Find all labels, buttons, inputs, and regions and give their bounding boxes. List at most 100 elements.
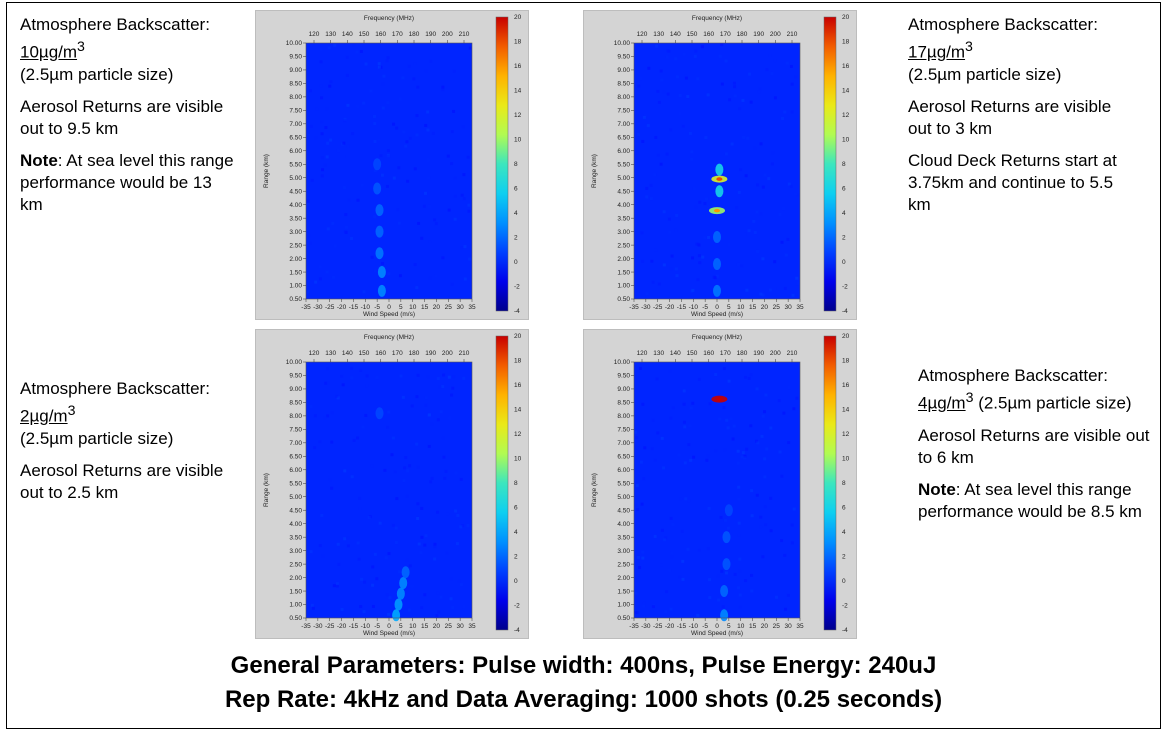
noise-cell — [375, 577, 379, 581]
noise-cell — [698, 261, 702, 265]
hotspot — [373, 182, 382, 195]
noise-cell — [357, 557, 361, 561]
noise-cell — [371, 604, 375, 608]
noise-cell — [413, 62, 417, 66]
noise-cell — [373, 269, 377, 273]
noise-cell — [784, 253, 788, 257]
noise-cell — [733, 94, 737, 98]
noise-cell — [758, 87, 762, 91]
noise-cell — [691, 256, 695, 260]
noise-cell — [697, 377, 701, 381]
top-axis-title: Frequency (MHz) — [364, 334, 414, 341]
noise-cell — [759, 142, 763, 146]
top-tick-label: 130 — [653, 350, 664, 357]
noise-cell — [403, 466, 407, 470]
noise-cell — [417, 542, 421, 546]
noise-cell — [335, 394, 339, 398]
left-tick-label: 0.50 — [617, 615, 630, 622]
noise-cell — [415, 395, 419, 399]
left-tick-label: 0.50 — [617, 296, 630, 303]
noise-cell — [352, 438, 356, 442]
noise-cell — [636, 555, 640, 559]
noise-cell — [429, 480, 433, 484]
left-tick-label: 9.00 — [289, 386, 302, 393]
noise-cell — [391, 523, 395, 527]
noise-cell — [727, 242, 731, 246]
noise-cell — [635, 436, 639, 440]
noise-cell — [415, 114, 419, 118]
noise-cell — [350, 475, 354, 479]
noise-cell — [361, 425, 365, 429]
bottom-axis-title: Wind Speed (m/s) — [363, 630, 415, 637]
noise-cell — [392, 176, 396, 180]
noise-cell — [343, 537, 347, 541]
heatmap-panel-1: Frequency (MHz) 120 130 140 150 160 170 180 190 2… — [255, 10, 529, 320]
noise-cell — [641, 556, 645, 560]
bottom-tick-label: -35 — [629, 304, 639, 311]
noise-cell — [331, 221, 335, 225]
noise-cell — [356, 541, 360, 545]
noise-cell — [306, 199, 310, 203]
bottom-tick-label: 10 — [737, 623, 745, 630]
noise-cell — [682, 420, 686, 424]
noise-cell — [680, 529, 684, 533]
bottom-tick-label: 10 — [737, 304, 745, 311]
noise-cell — [433, 545, 437, 549]
noise-cell — [398, 570, 402, 574]
footer-line-1: General Parameters: Pulse width: 400ns, … — [230, 652, 937, 679]
noise-cell — [325, 155, 329, 159]
noise-cell — [441, 385, 445, 389]
noise-cell — [696, 278, 700, 282]
top-tick-label: 190 — [425, 31, 436, 38]
noise-cell — [430, 422, 434, 426]
noise-cell — [682, 52, 686, 56]
noise-cell — [346, 144, 350, 148]
noise-cell — [320, 513, 324, 517]
noise-cell — [753, 146, 757, 150]
noise-cell — [431, 131, 435, 135]
colorbar-tick-label: 0 — [842, 578, 846, 585]
noise-cell — [436, 377, 440, 381]
noise-cell — [449, 577, 453, 581]
noise-cell — [462, 605, 466, 609]
noise-cell — [416, 502, 420, 506]
noise-cell — [656, 89, 660, 93]
noise-cell — [638, 366, 642, 370]
noise-cell — [373, 215, 377, 219]
noise-cell — [653, 173, 657, 177]
noise-cell — [783, 553, 787, 557]
colorbar-tick-label: 18 — [514, 358, 522, 365]
left-tick-label: 2.50 — [617, 561, 630, 568]
noise-cell — [778, 213, 782, 217]
noise-cell — [346, 544, 350, 548]
noise-cell — [362, 101, 366, 105]
noise-cell — [352, 43, 356, 47]
noise-cell — [643, 446, 647, 450]
noise-cell — [419, 551, 423, 555]
noise-cell — [683, 461, 687, 465]
hotspot — [722, 531, 731, 544]
noise-cell — [461, 125, 465, 129]
noise-cell — [755, 439, 759, 443]
noise-cell — [461, 524, 465, 528]
top-tick-label: 130 — [325, 31, 336, 38]
bottom-tick-label: 30 — [785, 623, 793, 630]
bottom-tick-label: -5 — [702, 623, 708, 630]
bottom-tick-label: -15 — [677, 623, 687, 630]
hotspot — [715, 163, 724, 176]
noise-cell — [693, 54, 697, 58]
noise-cell — [463, 277, 467, 281]
noise-cell — [327, 46, 331, 50]
noise-cell — [407, 608, 411, 612]
colorbar-tick-label: 4 — [514, 529, 518, 536]
top-tick-label: 170 — [392, 31, 403, 38]
noise-cell — [662, 210, 666, 214]
noise-cell — [684, 497, 688, 501]
noise-cell — [448, 416, 452, 420]
bottom-tick-label: -20 — [665, 623, 675, 630]
colorbar-tick-label: 10 — [842, 456, 850, 463]
noise-cell — [391, 436, 395, 440]
noise-cell — [321, 168, 325, 172]
noise-cell — [641, 402, 645, 406]
hotspot — [394, 598, 403, 611]
